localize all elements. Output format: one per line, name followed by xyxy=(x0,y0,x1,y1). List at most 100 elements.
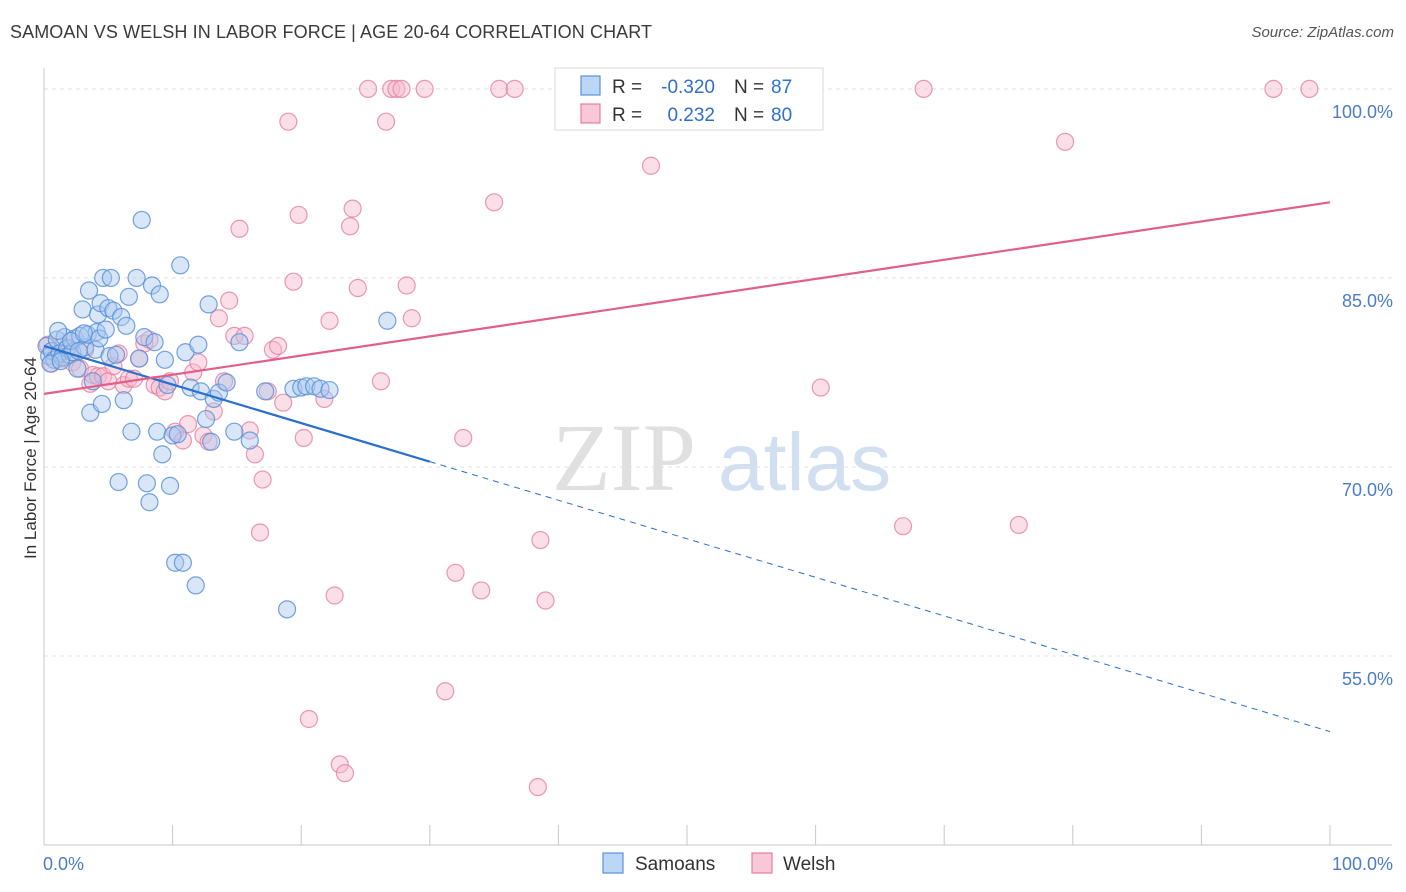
welsh-point xyxy=(245,445,265,464)
samoan-point xyxy=(150,285,169,304)
welsh-point xyxy=(325,586,344,605)
welsh-point xyxy=(250,523,270,542)
welsh-point xyxy=(641,156,661,175)
welsh-point xyxy=(490,79,509,99)
samoan-point xyxy=(320,380,339,400)
welsh-point xyxy=(253,470,272,489)
samoan-point xyxy=(230,333,249,352)
welsh-point xyxy=(340,217,360,236)
legend-n-value-welsh: 80 xyxy=(771,105,792,126)
trend-lines xyxy=(43,201,1331,733)
samoan-point xyxy=(99,299,118,318)
samoan-point xyxy=(94,268,113,288)
legend-n-value-samoans: 87 xyxy=(771,77,792,98)
samoan-point xyxy=(51,351,70,371)
legend-n-label-welsh: N = xyxy=(734,105,764,126)
bottom-legend-samoans: Samoans xyxy=(635,854,715,875)
samoan-point xyxy=(68,359,87,378)
welsh-point xyxy=(387,79,406,99)
welsh-point xyxy=(415,79,434,99)
x-tick-label-max: 100.0% xyxy=(1332,854,1393,874)
welsh-point xyxy=(315,389,334,409)
welsh-point xyxy=(536,591,555,610)
samoan-trend-line xyxy=(43,344,431,463)
samoan-point xyxy=(168,425,187,444)
axes xyxy=(43,68,1392,846)
y-tick-label: 100.0% xyxy=(1332,102,1393,122)
samoan-point xyxy=(171,256,190,275)
samoan-point xyxy=(74,324,93,343)
welsh-point xyxy=(914,79,933,99)
y-tick-label: 85.0% xyxy=(1342,291,1393,311)
welsh-point xyxy=(1055,132,1075,151)
samoan-point xyxy=(106,345,126,364)
welsh-point xyxy=(402,309,421,328)
legend-swatch-samoans xyxy=(580,75,601,96)
samoan-point xyxy=(49,321,68,340)
samoan-point xyxy=(153,445,172,464)
samoan-point xyxy=(196,409,216,429)
samoan-point xyxy=(114,391,133,410)
chart-title: SAMOAN VS WELSH IN LABOR FORCE | AGE 20-… xyxy=(10,22,653,42)
tick-labels: 55.0% 70.0% 85.0% 100.0% 0.0% 100.0% xyxy=(43,102,1393,874)
samoan-point xyxy=(122,422,141,441)
samoan-point xyxy=(132,210,151,230)
welsh-point xyxy=(382,79,401,99)
samoan-point xyxy=(225,422,244,441)
welsh-point xyxy=(436,682,455,701)
samoan-point xyxy=(173,553,192,572)
welsh-point xyxy=(289,205,308,225)
samoan-point xyxy=(256,382,275,401)
welsh-point xyxy=(320,311,339,330)
welsh-point xyxy=(528,777,547,797)
welsh-point xyxy=(268,336,288,356)
samoan-point xyxy=(79,281,99,300)
welsh-point xyxy=(893,517,913,536)
samoan-point xyxy=(137,474,156,493)
samoan-point xyxy=(73,300,92,319)
watermark-atlas: atlas xyxy=(718,417,891,508)
welsh-point xyxy=(230,219,249,238)
welsh-trend-line xyxy=(43,201,1331,395)
samoan-point xyxy=(189,335,208,354)
samoan-trend-extension xyxy=(429,461,1331,733)
welsh-point xyxy=(119,369,138,388)
samoan-point xyxy=(145,333,164,352)
welsh-point xyxy=(209,309,228,328)
welsh-point xyxy=(1264,79,1283,99)
bottom-legend-welsh: Welsh xyxy=(783,854,835,875)
samoan-point xyxy=(199,295,218,314)
y-tick-label: 55.0% xyxy=(1342,669,1393,689)
welsh-point xyxy=(1300,79,1319,99)
welsh-point xyxy=(397,276,416,295)
welsh-point xyxy=(371,372,391,391)
samoan-point xyxy=(101,268,120,288)
welsh-point xyxy=(485,193,504,212)
welsh-point xyxy=(376,112,396,131)
samoan-point xyxy=(112,307,131,327)
y-tick-label: 70.0% xyxy=(1342,480,1393,500)
welsh-point xyxy=(811,378,830,397)
welsh-point xyxy=(140,330,159,349)
y-axis-label: In Labor Force | Age 20-64 xyxy=(21,357,40,559)
welsh-point xyxy=(220,291,239,310)
samoan-points xyxy=(37,210,397,619)
samoan-point xyxy=(202,432,221,451)
samoan-point xyxy=(277,600,297,619)
welsh-point xyxy=(505,79,524,99)
samoan-point xyxy=(217,373,236,392)
welsh-point xyxy=(531,530,550,550)
welsh-point xyxy=(1009,515,1028,535)
samoan-point xyxy=(186,576,205,595)
welsh-point xyxy=(274,393,293,412)
correlation-legend: R = -0.320 N = 87 R = 0.232 N = 80 xyxy=(554,67,824,131)
source-label: Source: ZipAtlas.com xyxy=(1251,24,1394,41)
welsh-point xyxy=(348,278,367,298)
legend-r-label-welsh: R = xyxy=(612,105,642,126)
grid-lines xyxy=(44,88,1392,657)
welsh-point xyxy=(99,372,118,391)
welsh-point xyxy=(204,402,223,421)
samoan-point xyxy=(117,316,136,335)
watermark-zip: ZIP xyxy=(552,404,696,511)
